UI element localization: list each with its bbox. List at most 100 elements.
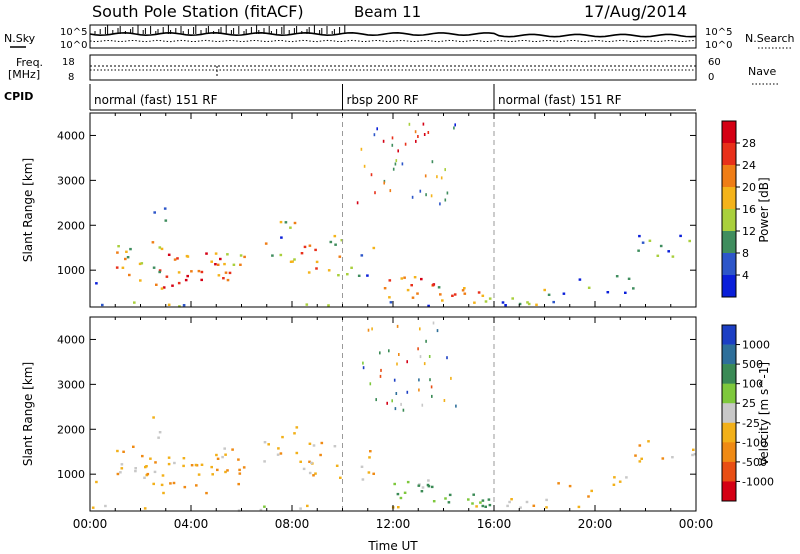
echo-cell (453, 293, 457, 296)
echo-cell (406, 288, 410, 292)
echo-cell (350, 266, 353, 269)
echo-cell (231, 448, 234, 451)
echo-cell (388, 296, 391, 299)
echo-cell (401, 162, 404, 166)
echo-cell (91, 506, 95, 509)
echo-cell (128, 273, 131, 277)
echo-cell (363, 164, 366, 168)
echo-cell (224, 453, 227, 456)
echo-cell (432, 500, 436, 503)
echo-cell (467, 498, 470, 501)
velocity-panel: 1000 2000 3000 4000 00:00 04:00 08:00 12:00 16:0… (57, 316, 713, 531)
nave-label: Nave (748, 65, 776, 78)
echo-cell (215, 453, 218, 457)
echo-cell (151, 241, 155, 244)
echo-cell (395, 392, 398, 395)
echo-cell (613, 476, 616, 479)
echo-cell (295, 426, 299, 429)
echo-cell (447, 501, 451, 504)
echo-cell (223, 447, 226, 450)
echo-cell (263, 460, 266, 463)
echo-cell (545, 506, 548, 509)
echo-cell (224, 470, 227, 474)
echo-cell (422, 122, 425, 126)
echo-cell (426, 483, 430, 487)
colorbar-swatch (722, 231, 736, 254)
echo-cell (178, 305, 181, 308)
echo-cell (487, 498, 491, 501)
echo-cell (308, 460, 311, 463)
echo-cell (370, 173, 373, 177)
echo-cell (161, 474, 165, 477)
echo-cell (379, 351, 381, 355)
echo-cell (237, 458, 240, 461)
echo-cell (143, 476, 146, 479)
echo-cell (545, 498, 548, 502)
echo-cell (242, 466, 246, 469)
cpid-segment-label: normal (fast) 151 RF (94, 93, 218, 107)
echo-cell (360, 147, 363, 151)
echo-cell (271, 254, 274, 257)
echo-cell (692, 448, 695, 451)
ytick-label: 2000 (57, 423, 85, 436)
echo-cell (306, 504, 309, 508)
echo-cell (172, 481, 176, 485)
echo-cell (427, 485, 431, 488)
echo-cell (315, 267, 318, 270)
colorbar-swatch (722, 187, 736, 210)
echo-cell (329, 240, 333, 244)
echo-cell (163, 207, 167, 210)
echo-cell (392, 167, 395, 171)
echo-cell (214, 252, 218, 255)
cpid-label: CPID (4, 90, 33, 103)
echo-cell (519, 506, 522, 509)
echo-cell (158, 269, 162, 272)
echo-cell (289, 260, 293, 263)
echo-cell (243, 255, 246, 259)
echo-cell (396, 362, 398, 366)
echo-cell (427, 304, 430, 308)
echo-cell (335, 464, 339, 467)
echo-cell (396, 324, 399, 328)
echo-cell (338, 255, 342, 258)
echo-cell (182, 464, 185, 468)
date-label: 17/Aug/2014 (584, 2, 687, 21)
echo-cell (463, 292, 467, 295)
echo-cell (239, 254, 243, 257)
nsky-label: N.Sky (4, 32, 36, 45)
echo-cell (327, 269, 331, 272)
echo-cell (281, 435, 284, 439)
echo-cell (506, 504, 509, 508)
echo-cell (444, 198, 447, 202)
echo-cell (277, 447, 280, 450)
echo-cell (393, 482, 396, 486)
nsearch-trace (89, 39, 697, 43)
echo-cell (134, 467, 137, 470)
echo-cell (477, 291, 481, 294)
echo-cell (481, 499, 485, 502)
echo-cell (177, 281, 181, 285)
echo-cell (133, 301, 136, 304)
echo-cell (552, 300, 555, 304)
echo-cell (688, 239, 691, 243)
echo-cell (184, 278, 188, 282)
echo-cell (327, 304, 330, 307)
echo-cell (450, 376, 452, 380)
echo-cell (211, 473, 214, 476)
echo-cell (408, 122, 411, 126)
echo-cell (200, 463, 204, 466)
echo-cell (638, 444, 642, 447)
echo-cell (314, 248, 317, 252)
echo-cell (632, 287, 635, 290)
nave-tick-bottom: 0 (708, 72, 714, 83)
echo-cell (436, 175, 438, 179)
echo-cell (446, 356, 448, 360)
echo-cell (615, 275, 619, 278)
echo-cell (219, 257, 222, 261)
echo-cell (333, 234, 337, 238)
echo-cell (140, 262, 144, 265)
echo-cell (473, 301, 476, 304)
echo-cell (190, 464, 194, 467)
echo-cell (427, 479, 430, 482)
ytick-label: 3000 (57, 378, 85, 391)
